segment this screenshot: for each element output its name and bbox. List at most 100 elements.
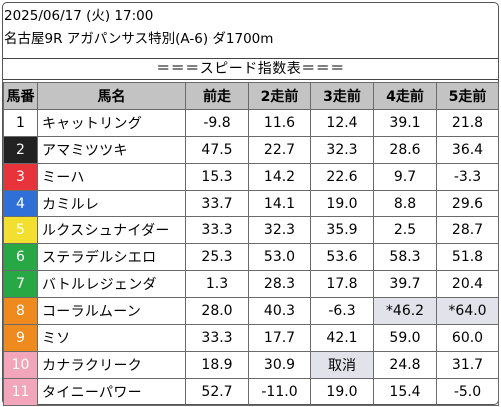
speed-3-ago: 22.6 bbox=[310, 162, 374, 191]
horse-number: 7 bbox=[3, 270, 38, 299]
table-row: 3 ミーハ 15.3 14.2 22.6 9.7 -3.3 bbox=[3, 162, 499, 191]
speed-2-ago: -11.0 bbox=[248, 377, 311, 406]
speed-3-ago: 19.0 bbox=[310, 377, 374, 406]
speed-4-ago: 39.1 bbox=[373, 108, 437, 137]
speed-2-ago: 40.3 bbox=[248, 297, 311, 326]
horse-name: バトルレジェンダ bbox=[37, 270, 186, 299]
horse-name: ルクスシュナイダー bbox=[37, 216, 186, 245]
speed-4-ago: 8.8 bbox=[373, 189, 437, 218]
table-row: 6 ステラデルシエロ 25.3 53.0 53.6 58.3 51.8 bbox=[3, 243, 499, 272]
speed-3-ago: 35.9 bbox=[310, 216, 374, 245]
horse-number: 11 bbox=[3, 377, 38, 406]
col-header-horse-name: 馬名 bbox=[37, 82, 186, 110]
speed-4-ago: 2.5 bbox=[373, 216, 437, 245]
horse-name: ステラデルシエロ bbox=[37, 243, 186, 272]
speed-5-ago: 28.7 bbox=[436, 216, 499, 245]
table-row: 1 キャットリング -9.8 11.6 12.4 39.1 21.8 bbox=[3, 108, 499, 137]
speed-last: 33.7 bbox=[185, 189, 249, 218]
col-header-last-race: 前走 bbox=[185, 82, 249, 110]
speed-5-ago: -5.0 bbox=[436, 377, 499, 406]
speed-3-ago: 32.3 bbox=[310, 135, 374, 164]
speed-last: 25.3 bbox=[185, 243, 249, 272]
speed-4-ago: 15.4 bbox=[373, 377, 437, 406]
speed-index-table: 馬番 馬名 前走 2走前 3走前 4走前 5走前 1 キャットリング -9.8 … bbox=[3, 82, 499, 406]
speed-5-ago: 60.0 bbox=[436, 324, 499, 352]
horse-number: 6 bbox=[3, 243, 38, 272]
horse-name: カミルレ bbox=[37, 189, 186, 218]
speed-4-ago: 39.7 bbox=[373, 270, 437, 299]
race-title: 名古屋9R アガパンサス特別(A-6) ダ1700m bbox=[4, 31, 274, 47]
table-row: 5 ルクスシュナイダー 33.3 32.3 35.9 2.5 28.7 bbox=[3, 216, 499, 245]
speed-last: 33.3 bbox=[185, 324, 249, 352]
speed-2-ago: 17.7 bbox=[248, 324, 311, 352]
table-header-row: 馬番 馬名 前走 2走前 3走前 4走前 5走前 bbox=[3, 82, 499, 110]
horse-name: タイニーパワー bbox=[37, 377, 186, 406]
speed-3-ago: 取消 bbox=[310, 350, 374, 379]
speed-last: 52.7 bbox=[185, 377, 249, 406]
col-header-number: 馬番 bbox=[3, 82, 38, 110]
table-row: 2 アマミツツキ 47.5 22.7 32.3 28.6 36.4 bbox=[3, 135, 499, 164]
speed-2-ago: 11.6 bbox=[248, 108, 311, 137]
horse-name: ミーハ bbox=[37, 162, 186, 191]
speed-2-ago: 32.3 bbox=[248, 216, 311, 245]
speed-5-ago: 51.8 bbox=[436, 243, 499, 272]
speed-5-ago: 29.6 bbox=[436, 189, 499, 218]
table-row: 4 カミルレ 33.7 14.1 19.0 8.8 29.6 bbox=[3, 189, 499, 218]
speed-2-ago: 14.2 bbox=[248, 162, 311, 191]
speed-3-ago: 12.4 bbox=[310, 108, 374, 137]
speed-2-ago: 28.3 bbox=[248, 270, 311, 299]
horse-number: 5 bbox=[3, 216, 38, 245]
speed-2-ago: 53.0 bbox=[248, 243, 311, 272]
col-header-4-races-ago: 4走前 bbox=[373, 82, 437, 110]
horse-number: 4 bbox=[3, 189, 38, 218]
horse-number: 3 bbox=[3, 162, 38, 191]
speed-2-ago: 14.1 bbox=[248, 189, 311, 218]
horse-number: 2 bbox=[3, 135, 38, 164]
speed-5-ago: 21.8 bbox=[436, 108, 499, 137]
speed-5-ago: *64.0 bbox=[436, 297, 499, 326]
horse-name: カナラクリーク bbox=[37, 350, 186, 379]
table-row: 9 ミソ 33.3 17.7 42.1 59.0 60.0 bbox=[3, 324, 499, 352]
race-datetime: 2025/06/17 (火) 17:00 bbox=[4, 8, 154, 24]
horse-number: 9 bbox=[3, 324, 38, 352]
speed-3-ago: 19.0 bbox=[310, 189, 374, 218]
horse-name: キャットリング bbox=[37, 108, 186, 137]
speed-5-ago: 31.7 bbox=[436, 350, 499, 379]
col-header-5-races-ago: 5走前 bbox=[436, 82, 499, 110]
horse-number: 10 bbox=[3, 350, 38, 379]
speed-last: 28.0 bbox=[185, 297, 249, 326]
speed-last: 1.3 bbox=[185, 270, 249, 299]
speed-4-ago: 24.8 bbox=[373, 350, 437, 379]
speed-3-ago: 42.1 bbox=[310, 324, 374, 352]
speed-last: 33.3 bbox=[185, 216, 249, 245]
speed-last: 15.3 bbox=[185, 162, 249, 191]
table-row: 8 コーラルムーン 28.0 40.3 -6.3 *46.2 *64.0 bbox=[3, 297, 499, 326]
speed-4-ago: 9.7 bbox=[373, 162, 437, 191]
speed-4-ago: *46.2 bbox=[373, 297, 437, 326]
speed-5-ago: 20.4 bbox=[436, 270, 499, 299]
speed-2-ago: 22.7 bbox=[248, 135, 311, 164]
horse-name: コーラルムーン bbox=[37, 297, 186, 326]
horse-number: 8 bbox=[3, 297, 38, 326]
speed-5-ago: 36.4 bbox=[436, 135, 499, 164]
horse-name: アマミツツキ bbox=[37, 135, 186, 164]
horse-number: 1 bbox=[3, 108, 38, 137]
speed-2-ago: 30.9 bbox=[248, 350, 311, 379]
speed-4-ago: 58.3 bbox=[373, 243, 437, 272]
table-row: 11 タイニーパワー 52.7 -11.0 19.0 15.4 -5.0 bbox=[3, 377, 499, 406]
col-header-2-races-ago: 2走前 bbox=[248, 82, 311, 110]
speed-last: 18.9 bbox=[185, 350, 249, 379]
speed-3-ago: 17.8 bbox=[310, 270, 374, 299]
speed-last: 47.5 bbox=[185, 135, 249, 164]
speed-5-ago: -3.3 bbox=[436, 162, 499, 191]
speed-4-ago: 28.6 bbox=[373, 135, 437, 164]
table-row: 10 カナラクリーク 18.9 30.9 取消 24.8 31.7 bbox=[3, 350, 499, 379]
speed-3-ago: 53.6 bbox=[310, 243, 374, 272]
horse-name: ミソ bbox=[37, 324, 186, 352]
speed-3-ago: -6.3 bbox=[310, 297, 374, 326]
table-row: 7 バトルレジェンダ 1.3 28.3 17.8 39.7 20.4 bbox=[3, 270, 499, 299]
speed-4-ago: 59.0 bbox=[373, 324, 437, 352]
table-banner: ＝＝＝スピード指数表＝＝＝ bbox=[3, 58, 498, 80]
col-header-3-races-ago: 3走前 bbox=[310, 82, 374, 110]
speed-last: -9.8 bbox=[185, 108, 249, 137]
